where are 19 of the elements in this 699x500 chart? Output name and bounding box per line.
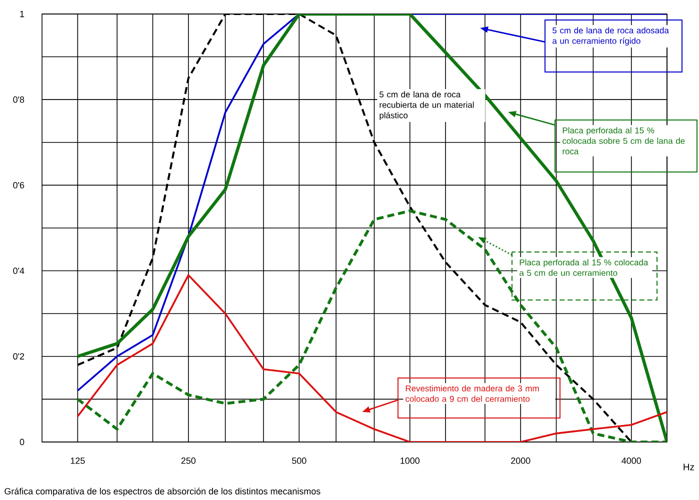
series-label: Placa perforada al 15 % colocada a 5 cm de un cerramiento [520, 259, 648, 276]
text: Gráfica comparativa de los espectros de absorción de los distintos mecanismos [4, 488, 320, 496]
y-tick-label: 0'6 [13, 182, 24, 188]
x-tick-label: 125 [70, 458, 85, 464]
x-tick-label: 1000 [400, 458, 420, 464]
series-label: 5 cm de lana de roca recubierta de un material plástico [380, 91, 474, 120]
x-tick-label: 500 [292, 458, 306, 464]
x-axis-title: Hz [684, 464, 694, 470]
text: Placa perforada al 15 % colocada sobre 5 cm de lana de roca [562, 127, 685, 154]
x-tick-label: 4000 [622, 458, 641, 464]
y-tick-label: 0'4 [13, 268, 24, 274]
y-tick-label: 0 [20, 438, 24, 446]
series-label: 5 cm de lana de roca adosada a un cerramiento rígido [552, 27, 669, 46]
x-tick-label: 250 [181, 458, 196, 464]
y-tick-label: 0'2 [13, 353, 24, 360]
y-tick-label: 1 [20, 10, 24, 18]
x-tick-label: 2000 [511, 458, 530, 464]
y-tick-label: 0'8 [13, 96, 24, 103]
text: Revestimiento de madera de 3 mm colocado a 9 cm del cerramiento [406, 385, 539, 402]
